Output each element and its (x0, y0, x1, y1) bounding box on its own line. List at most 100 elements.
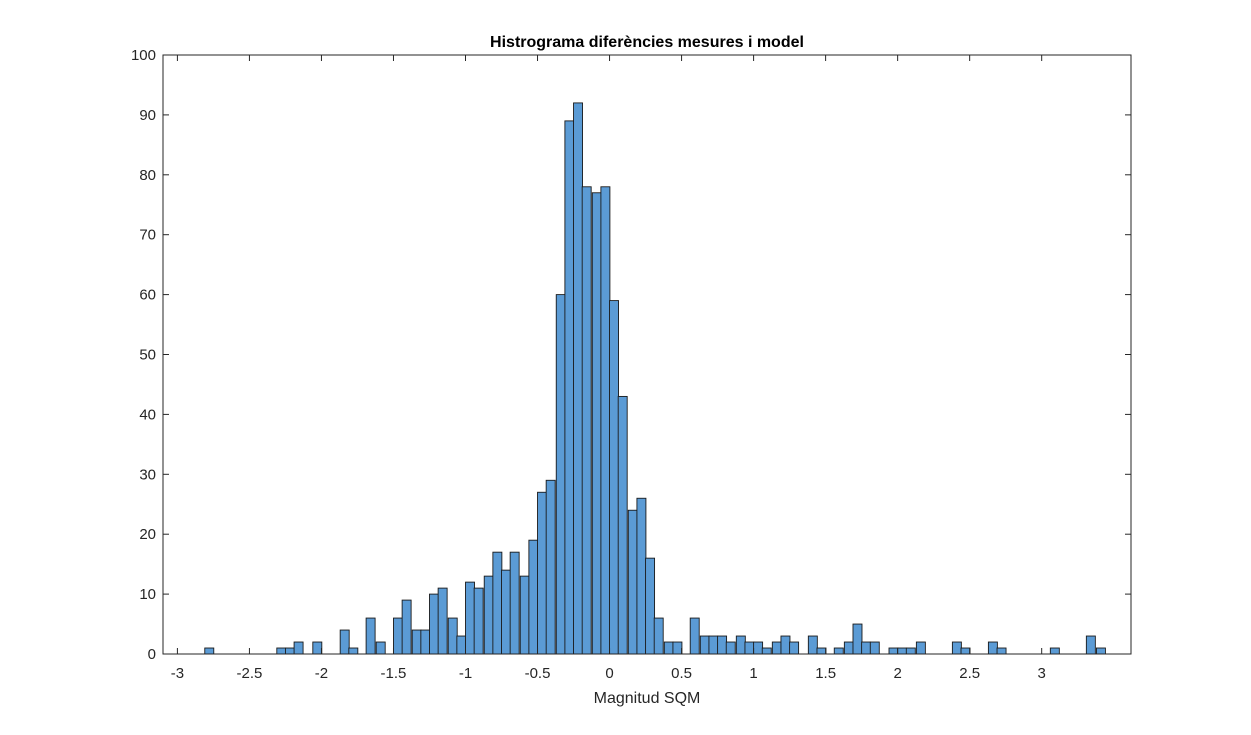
histogram-bar (429, 593, 439, 655)
histogram-bar (861, 641, 872, 655)
histogram-bar (411, 629, 422, 655)
histogram-bar (717, 635, 728, 655)
histogram-bar (905, 647, 916, 655)
histogram-bar (312, 641, 323, 655)
x-tick-label: -1 (459, 665, 472, 682)
histogram-bar (816, 647, 827, 655)
histogram-bar (869, 641, 880, 655)
histogram-bar (537, 491, 547, 655)
y-tick-label: 30 (139, 466, 156, 483)
histogram-bar (204, 647, 215, 655)
histogram-bar (284, 647, 295, 655)
x-tick-label: 1.5 (815, 665, 836, 682)
histogram-bar (519, 575, 530, 655)
histogram-bar (509, 551, 520, 655)
y-tick-label: 10 (139, 586, 156, 603)
bars-layer (204, 102, 1106, 655)
histogram-bar (1085, 635, 1096, 655)
histogram-bar (689, 617, 700, 655)
y-tick-label: 50 (139, 347, 156, 364)
chart-title: Histrograma diferències mesures i model (490, 34, 804, 51)
x-tick-label: -1.5 (381, 665, 407, 682)
x-tick-label: 3 (1038, 665, 1046, 682)
histogram-bar (645, 557, 656, 655)
histogram-bar (581, 186, 592, 655)
histogram-bar (708, 635, 719, 655)
histogram-bar (483, 575, 494, 655)
histogram-bar (897, 647, 908, 655)
histogram-bar (393, 617, 403, 655)
histogram-bar (987, 641, 998, 655)
y-tick-label: 20 (139, 526, 156, 543)
x-tick-label: -0.5 (525, 665, 551, 682)
histogram-bar (735, 635, 746, 655)
y-tick-label: 60 (139, 287, 156, 304)
histogram-bar (807, 635, 818, 655)
histogram-bar (951, 641, 962, 655)
histogram-bar (348, 647, 359, 655)
y-tick-label: 90 (139, 107, 156, 124)
x-tick-label: 2 (893, 665, 901, 682)
histogram-bar (996, 647, 1007, 655)
histogram-bar (365, 617, 376, 655)
histogram-bar (725, 641, 736, 655)
y-tick-label: 80 (139, 167, 156, 184)
histogram-bar (545, 479, 556, 655)
histogram-bar (960, 647, 971, 655)
histogram-bar (555, 294, 566, 655)
histogram-bar (492, 551, 503, 655)
histogram-bar (609, 300, 619, 655)
histogram-bar (636, 497, 647, 655)
histogram-bar (420, 629, 431, 655)
histogram-bar (833, 647, 844, 655)
x-tick-label: -2 (315, 665, 328, 682)
y-tick-label: 100 (131, 47, 156, 64)
x-tick-label: 1 (749, 665, 757, 682)
histogram-bar (401, 599, 412, 655)
histogram-bar (915, 641, 926, 655)
x-tick-label: 0 (605, 665, 613, 682)
histogram-bar (375, 641, 386, 655)
histogram-bar (789, 641, 800, 655)
histogram-bar (627, 509, 638, 655)
histogram-bar (276, 647, 287, 655)
histogram-bar (456, 635, 467, 655)
histogram-bar (744, 641, 755, 655)
histogram-bar (888, 647, 899, 655)
histogram-bar (447, 617, 458, 655)
histogram-bar (501, 569, 511, 655)
histogram-bar (617, 395, 628, 655)
histogram-bar (753, 641, 764, 655)
y-axis: 0 10 20 30 40 50 60 70 80 90 100 (131, 47, 1131, 663)
histogram-bar (1049, 647, 1060, 655)
histogram-bar (465, 581, 475, 655)
histogram-bar (1095, 647, 1106, 655)
histogram-bar (852, 623, 863, 655)
histogram-bar (672, 641, 683, 655)
histogram-bar (663, 641, 674, 655)
y-tick-label: 40 (139, 406, 156, 423)
histogram-bar (573, 102, 583, 655)
histogram-bar (600, 186, 611, 655)
histogram-bar (843, 641, 854, 655)
histogram-bar (293, 641, 304, 655)
x-axis: -3 -2.5 -2 -1.5 -1 -0.5 0 0.5 1 1.5 2 2.5 3 (171, 55, 1046, 682)
histogram-bar (437, 587, 448, 655)
histogram-bar (771, 641, 782, 655)
x-tick-label: -2.5 (236, 665, 262, 682)
histogram-bar (339, 629, 350, 655)
histogram-bar (591, 192, 602, 655)
x-tick-label: -3 (171, 665, 184, 682)
histogram-bar (653, 617, 664, 655)
x-axis-label: Magnitud SQM (594, 690, 701, 707)
histogram-bar (780, 635, 791, 655)
histogram-bar (473, 587, 484, 655)
x-tick-label: 0.5 (671, 665, 692, 682)
x-tick-label: 2.5 (959, 665, 980, 682)
histogram-bar (761, 647, 772, 655)
y-tick-label: 70 (139, 227, 156, 244)
histogram-bar (528, 539, 539, 655)
y-tick-label: 0 (148, 646, 156, 663)
histogram-bar (699, 635, 710, 655)
